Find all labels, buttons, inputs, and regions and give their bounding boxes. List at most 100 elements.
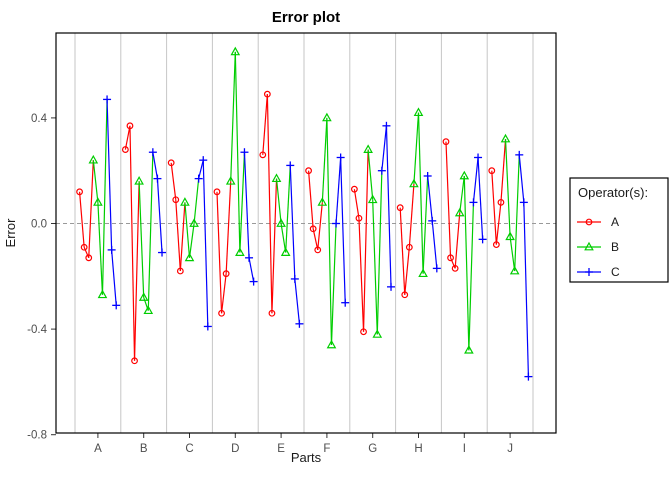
series-segment bbox=[170, 162, 177, 200]
series-segment bbox=[353, 189, 360, 219]
series-segment bbox=[340, 157, 346, 303]
series-segment bbox=[459, 175, 465, 214]
data-point-triangle bbox=[184, 252, 195, 262]
series-segment bbox=[454, 212, 461, 269]
data-point-circle bbox=[263, 90, 271, 98]
data-point-circle bbox=[131, 357, 138, 365]
series-segment bbox=[156, 178, 163, 253]
series-segment bbox=[243, 152, 250, 258]
series-segment bbox=[312, 228, 319, 251]
series-segment bbox=[509, 236, 516, 272]
x-tick-label: A bbox=[94, 443, 102, 455]
x-tick-label: B bbox=[140, 443, 148, 455]
series-segment bbox=[225, 181, 232, 274]
data-point-triangle bbox=[189, 218, 199, 227]
series-segment bbox=[399, 207, 406, 295]
series-segment bbox=[78, 191, 85, 248]
series-segment bbox=[280, 223, 287, 253]
data-point-triangle bbox=[97, 289, 108, 299]
data-point-triangle bbox=[235, 247, 245, 256]
data-point-triangle bbox=[372, 329, 383, 338]
x-tick-label: G bbox=[368, 443, 377, 455]
series-segment bbox=[175, 199, 181, 272]
series-segment bbox=[271, 178, 278, 314]
data-point-triangle bbox=[138, 292, 149, 301]
data-point-triangle bbox=[505, 231, 515, 241]
data-point-triangle bbox=[584, 241, 594, 251]
series-segment bbox=[216, 191, 223, 314]
series-segment bbox=[239, 152, 246, 253]
series-segment bbox=[248, 257, 255, 282]
series-segment bbox=[289, 165, 296, 279]
data-point-circle bbox=[176, 267, 184, 275]
series-segment bbox=[472, 157, 479, 203]
series-segment bbox=[129, 125, 136, 361]
series-segment bbox=[262, 94, 268, 155]
data-point-circle bbox=[268, 309, 276, 317]
data-point-circle bbox=[442, 138, 450, 146]
series-segment bbox=[495, 202, 502, 245]
series-segment bbox=[431, 220, 438, 269]
series-segment bbox=[422, 175, 429, 274]
data-point-circle bbox=[76, 188, 83, 196]
x-tick-label: H bbox=[414, 443, 422, 455]
series-segment bbox=[413, 112, 420, 184]
data-point-circle bbox=[167, 159, 175, 167]
series-segment bbox=[518, 154, 525, 203]
data-point-circle bbox=[585, 218, 593, 226]
data-point-circle bbox=[488, 167, 496, 175]
series-segment bbox=[97, 202, 104, 295]
chart-title: Error plot bbox=[272, 9, 340, 26]
data-point-circle bbox=[314, 246, 322, 254]
series-segment bbox=[358, 218, 365, 332]
series-segment bbox=[372, 199, 378, 335]
data-point-circle bbox=[172, 196, 180, 204]
series-segment bbox=[514, 154, 520, 272]
series-segment bbox=[193, 178, 200, 224]
data-point-circle bbox=[355, 214, 363, 222]
data-point-triangle bbox=[326, 339, 337, 349]
data-point-circle bbox=[126, 122, 134, 130]
data-point-triangle bbox=[413, 107, 424, 117]
series-segment bbox=[523, 202, 530, 377]
data-point-circle bbox=[80, 243, 88, 251]
series-segment bbox=[404, 247, 410, 295]
x-tick-label: E bbox=[277, 443, 285, 455]
y-tick-label: 0.0 bbox=[31, 219, 47, 231]
series-segment bbox=[202, 160, 209, 327]
series-segment bbox=[335, 157, 342, 224]
grid-lines bbox=[74, 33, 534, 433]
data-series bbox=[76, 46, 533, 381]
series-segment bbox=[188, 223, 195, 258]
series-segment bbox=[230, 51, 236, 182]
series-segment bbox=[367, 149, 374, 200]
data-point-circle bbox=[85, 254, 93, 262]
data-point-circle bbox=[401, 291, 409, 299]
series-segment bbox=[294, 278, 301, 324]
series-segment bbox=[504, 138, 511, 237]
series-segment bbox=[198, 159, 204, 179]
axis-ticks: 0.4 0.0 -0.4 -0.8 A B C D E F G H I J bbox=[27, 113, 513, 455]
data-point-triangle bbox=[230, 46, 241, 56]
series-segment bbox=[83, 247, 90, 259]
data-point-circle bbox=[492, 241, 500, 249]
data-point-triangle bbox=[322, 112, 332, 122]
x-tick-label: J bbox=[507, 443, 513, 455]
legend: Operator(s): ABC bbox=[569, 177, 669, 283]
data-point-circle bbox=[396, 204, 404, 212]
data-point-circle bbox=[309, 225, 317, 233]
y-tick-label: -0.8 bbox=[27, 430, 47, 442]
series-segment bbox=[275, 178, 282, 224]
data-point-triangle bbox=[317, 197, 328, 206]
series-segment bbox=[234, 51, 241, 253]
data-point-circle bbox=[121, 146, 129, 153]
series-segment bbox=[317, 202, 323, 250]
x-tick-label: F bbox=[323, 443, 330, 455]
series-segment bbox=[147, 152, 154, 311]
series-segment bbox=[124, 125, 131, 150]
data-point-triangle bbox=[143, 305, 154, 315]
series-segment bbox=[445, 141, 452, 258]
data-point-circle bbox=[305, 167, 312, 175]
series-segment bbox=[385, 125, 392, 287]
